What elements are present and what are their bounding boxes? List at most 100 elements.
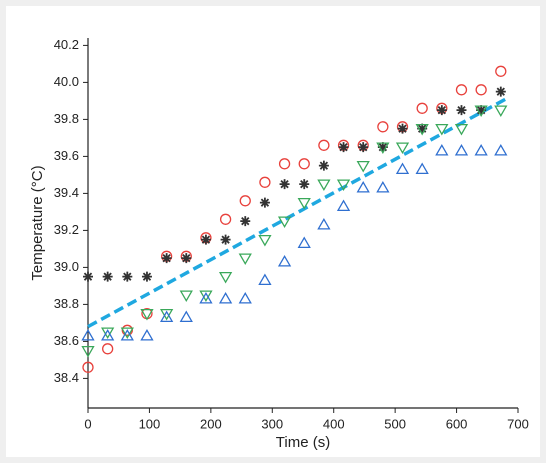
data-point — [161, 253, 172, 264]
data-point — [456, 105, 467, 116]
x-tick-label: 700 — [507, 416, 529, 431]
data-point — [259, 197, 270, 208]
data-point — [495, 86, 506, 97]
data-point — [238, 292, 252, 304]
data-point — [299, 179, 310, 190]
y-tick-label: 38.8 — [54, 296, 79, 311]
data-point — [454, 124, 469, 136]
data-point — [474, 144, 488, 156]
chart-panel — [6, 6, 540, 457]
data-point — [356, 181, 370, 193]
data-point — [397, 123, 408, 134]
data-point — [376, 142, 390, 154]
x-tick-label: 500 — [384, 416, 406, 431]
data-point — [317, 218, 331, 230]
data-point — [297, 236, 311, 248]
data-point — [218, 292, 233, 304]
data-point — [259, 176, 271, 188]
data-point — [102, 343, 114, 355]
y-tick-label: 40.0 — [54, 74, 79, 89]
data-point — [377, 121, 389, 133]
data-point — [417, 123, 428, 134]
data-point — [102, 271, 113, 282]
data-point — [377, 142, 388, 153]
data-point — [181, 253, 192, 264]
data-point — [199, 290, 213, 302]
data-point — [218, 272, 233, 284]
data-point — [495, 65, 507, 77]
y-tick-label: 39.4 — [54, 185, 79, 200]
data-point — [220, 234, 231, 245]
data-point — [317, 179, 331, 191]
y-tick-label: 39.2 — [54, 222, 79, 237]
x-tick-label: 400 — [323, 416, 345, 431]
data-point — [279, 179, 290, 190]
data-point — [179, 290, 193, 302]
data-point — [475, 84, 487, 96]
data-point — [336, 199, 351, 211]
data-point — [160, 310, 174, 322]
data-point — [435, 124, 449, 136]
data-point — [318, 139, 330, 151]
data-point — [81, 346, 95, 358]
data-point — [318, 160, 329, 171]
data-point — [338, 142, 349, 153]
data-point — [277, 216, 292, 228]
data-point — [83, 271, 93, 282]
data-point — [436, 105, 447, 116]
data-point — [101, 327, 115, 339]
data-point — [395, 162, 410, 174]
y-tick-label: 40.2 — [54, 37, 79, 52]
data-point — [141, 271, 152, 282]
data-point — [140, 329, 154, 341]
y-tick-label: 39.8 — [54, 111, 79, 126]
data-point — [120, 327, 134, 339]
data-point — [82, 361, 94, 373]
x-tick-label: 0 — [84, 416, 91, 431]
data-point — [199, 292, 213, 304]
data-point — [358, 142, 369, 153]
data-point — [415, 162, 429, 174]
x-axis-title: Time (s) — [276, 434, 330, 451]
data-point — [278, 158, 291, 170]
data-point — [160, 309, 174, 321]
data-point — [455, 84, 468, 96]
data-point — [454, 144, 469, 156]
data-point — [101, 329, 115, 341]
data-point — [356, 161, 370, 173]
data-point — [494, 144, 508, 156]
data-point — [376, 181, 390, 193]
y-tick-label: 38.4 — [54, 370, 79, 385]
x-tick-label: 200 — [200, 416, 222, 431]
y-tick-label: 39.6 — [54, 148, 79, 163]
x-tick-label: 100 — [139, 416, 161, 431]
x-tick-label: 300 — [261, 416, 283, 431]
data-point — [81, 329, 95, 341]
data-point — [297, 198, 311, 210]
data-point — [258, 235, 272, 247]
y-axis-title: Temperature (°C) — [29, 165, 46, 280]
data-point — [200, 234, 211, 245]
data-point — [238, 253, 252, 265]
data-point — [179, 310, 193, 322]
data-point — [122, 271, 133, 282]
data-point — [494, 105, 508, 117]
trend-line — [87, 97, 507, 329]
data-point — [435, 144, 449, 156]
data-point — [258, 273, 272, 285]
data-point — [239, 195, 251, 207]
y-tick-label: 38.6 — [54, 333, 79, 348]
data-point — [416, 102, 428, 114]
data-point — [336, 179, 351, 191]
data-point — [474, 105, 488, 117]
data-point — [277, 255, 292, 267]
x-tick-label: 600 — [446, 416, 468, 431]
data-point — [140, 309, 154, 321]
y-tick-label: 39.0 — [54, 259, 79, 274]
data-point — [120, 329, 134, 341]
data-point — [415, 124, 429, 136]
data-point — [395, 142, 410, 154]
data-point — [219, 213, 232, 225]
data-point — [476, 105, 487, 116]
